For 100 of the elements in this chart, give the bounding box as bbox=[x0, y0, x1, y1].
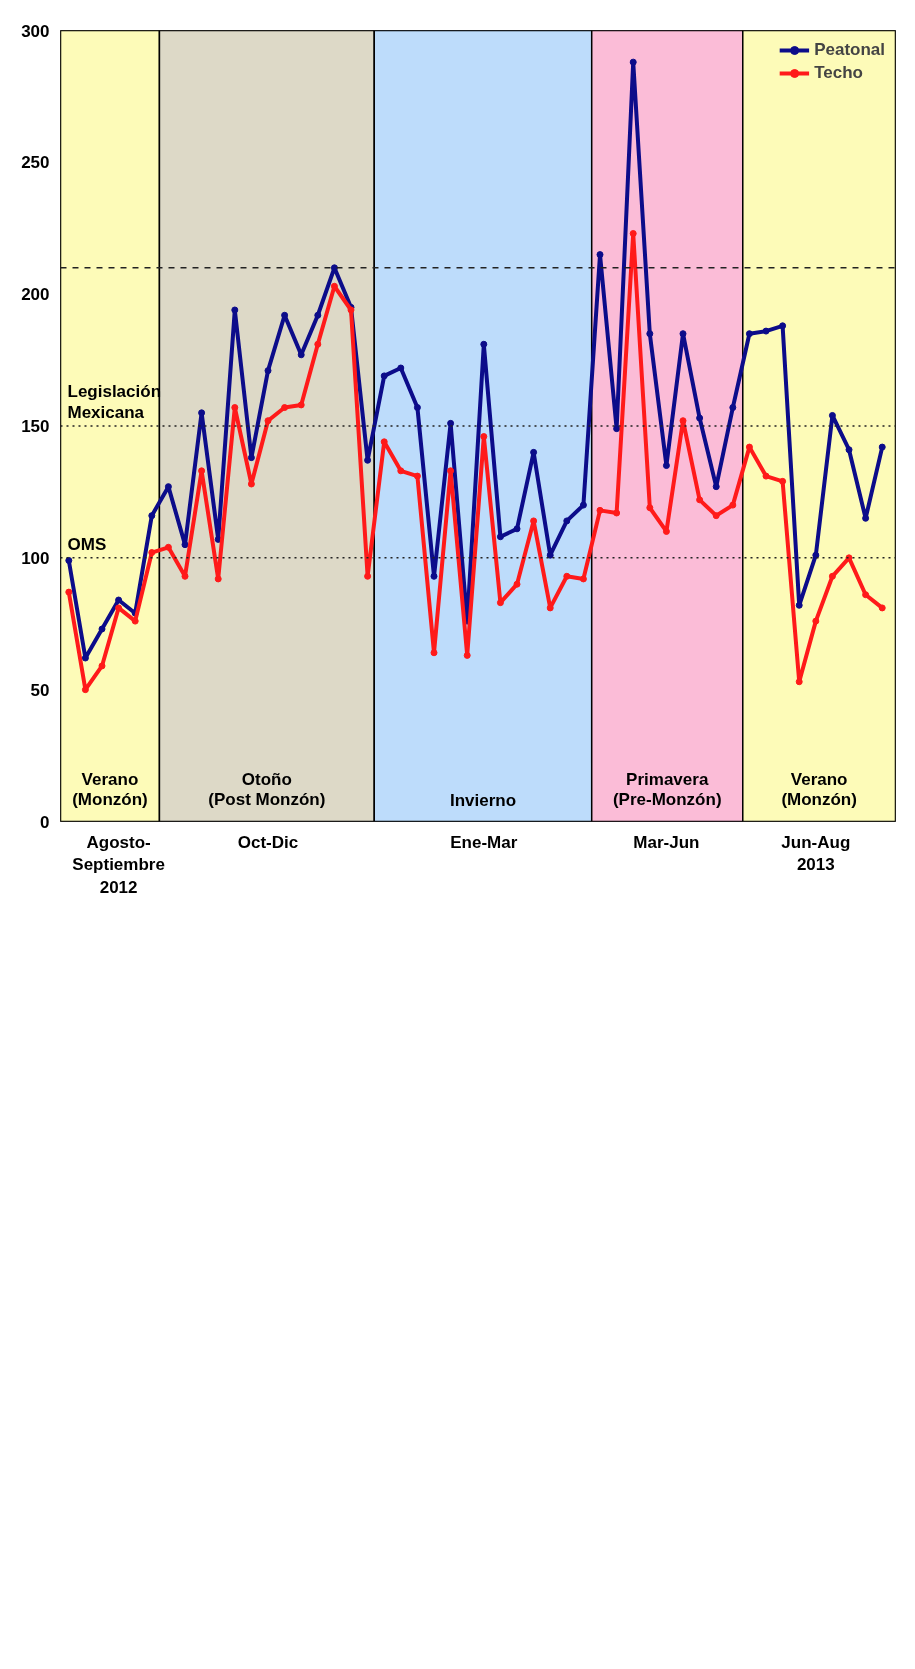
point bbox=[513, 580, 521, 588]
point bbox=[579, 501, 587, 509]
point bbox=[679, 417, 687, 425]
point bbox=[779, 322, 787, 330]
point bbox=[98, 625, 106, 633]
point bbox=[281, 404, 289, 412]
point bbox=[762, 327, 770, 335]
point bbox=[579, 575, 587, 583]
point bbox=[247, 454, 255, 462]
point bbox=[845, 446, 853, 454]
point bbox=[397, 364, 405, 372]
point bbox=[828, 411, 836, 419]
point bbox=[530, 517, 538, 525]
point bbox=[364, 456, 372, 464]
x-tick-label: Oct-Dic bbox=[237, 832, 299, 852]
point bbox=[148, 549, 156, 557]
point bbox=[712, 483, 720, 491]
point bbox=[164, 543, 172, 551]
point bbox=[81, 654, 89, 662]
point bbox=[115, 596, 123, 604]
y-tick-label: 150 bbox=[21, 417, 50, 436]
point bbox=[380, 372, 388, 380]
point bbox=[729, 404, 737, 412]
annotation: Primavera (Pre-Monzón) bbox=[612, 769, 722, 810]
point bbox=[563, 517, 571, 525]
point bbox=[214, 575, 222, 583]
point bbox=[530, 448, 538, 456]
point bbox=[745, 330, 753, 338]
point bbox=[812, 617, 820, 625]
point bbox=[480, 340, 488, 348]
point bbox=[546, 551, 554, 559]
point bbox=[679, 330, 687, 338]
point bbox=[98, 662, 106, 670]
annotation: Otoño (Post Monzón) bbox=[208, 769, 326, 810]
point bbox=[413, 404, 421, 412]
point bbox=[712, 512, 720, 520]
point bbox=[496, 533, 504, 541]
legend-label: Peatonal bbox=[814, 40, 885, 60]
y-tick-label: 300 bbox=[21, 21, 50, 41]
point bbox=[430, 572, 438, 580]
point bbox=[297, 351, 305, 359]
point bbox=[314, 340, 322, 348]
point bbox=[65, 588, 73, 596]
ref-line-label: OMS bbox=[67, 534, 107, 554]
point bbox=[181, 572, 189, 580]
point bbox=[613, 425, 621, 433]
point bbox=[447, 419, 455, 427]
point bbox=[231, 306, 239, 314]
point bbox=[546, 604, 554, 612]
point bbox=[181, 541, 189, 549]
annotation: Verano (Monzón) bbox=[72, 769, 148, 810]
point bbox=[480, 433, 488, 441]
point bbox=[447, 467, 455, 475]
point bbox=[629, 230, 637, 238]
point bbox=[563, 572, 571, 580]
point bbox=[795, 678, 803, 686]
point bbox=[662, 527, 670, 535]
point bbox=[413, 472, 421, 480]
point bbox=[380, 438, 388, 446]
y-tick-label: 250 bbox=[21, 153, 50, 173]
point bbox=[696, 496, 704, 504]
annotation: Invierno bbox=[449, 790, 517, 810]
ref-line-label: Legislación Mexicana bbox=[67, 382, 162, 422]
point bbox=[148, 512, 156, 520]
y-tick-label: 200 bbox=[21, 285, 50, 305]
x-tick-label: Agosto- Septiembre 2012 bbox=[72, 832, 165, 898]
point bbox=[297, 401, 305, 409]
point bbox=[662, 462, 670, 470]
point bbox=[264, 367, 272, 375]
point bbox=[131, 617, 139, 625]
x-tick-label: Ene-Mar bbox=[450, 832, 518, 852]
point bbox=[745, 443, 753, 451]
point bbox=[596, 251, 604, 259]
point bbox=[430, 649, 438, 657]
point bbox=[198, 467, 206, 475]
point bbox=[878, 604, 886, 612]
point bbox=[513, 525, 521, 533]
point bbox=[330, 282, 338, 290]
y-tick-label: 50 bbox=[30, 680, 50, 700]
y-tick-label: 0 bbox=[40, 812, 50, 832]
legend-label: Techo bbox=[814, 63, 863, 83]
point bbox=[696, 414, 704, 422]
point bbox=[762, 472, 770, 480]
point bbox=[397, 467, 405, 475]
point bbox=[613, 509, 621, 517]
point bbox=[115, 604, 123, 612]
point bbox=[364, 572, 372, 580]
point bbox=[596, 506, 604, 514]
point bbox=[646, 504, 654, 512]
point bbox=[264, 417, 272, 425]
point bbox=[496, 599, 504, 607]
point bbox=[231, 404, 239, 412]
point bbox=[463, 651, 471, 659]
point bbox=[828, 572, 836, 580]
point bbox=[81, 686, 89, 694]
point bbox=[729, 501, 737, 509]
point bbox=[812, 551, 820, 559]
annotation: Verano (Monzón) bbox=[781, 769, 857, 810]
point bbox=[646, 330, 654, 338]
x-tick-label: Mar-Jun bbox=[633, 832, 700, 852]
